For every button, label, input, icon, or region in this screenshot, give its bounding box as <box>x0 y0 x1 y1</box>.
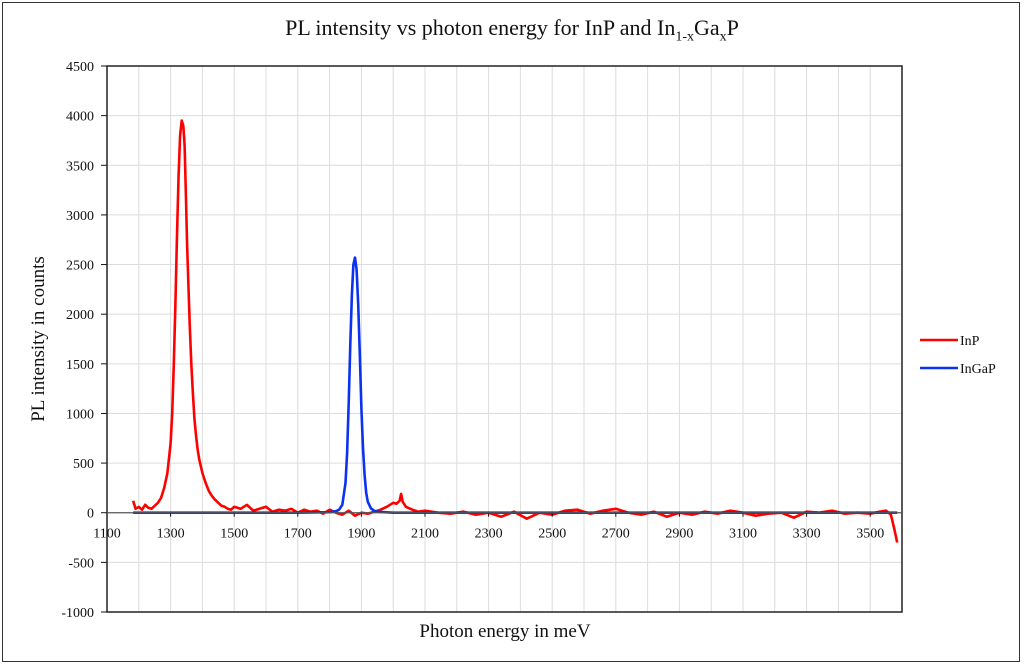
x-tick-label: 3100 <box>729 527 757 542</box>
x-tick-label: 3500 <box>856 527 884 542</box>
y-tick-label: 2000 <box>66 308 94 323</box>
plot-area-border <box>106 65 903 613</box>
y-tick-label: 1500 <box>66 358 94 373</box>
y-tick-label: 2500 <box>66 259 94 274</box>
y-tick-label: 3500 <box>66 159 94 174</box>
legend: InP InGaP <box>920 334 996 377</box>
x-tick-label: 2300 <box>475 527 503 542</box>
axes <box>101 65 903 613</box>
y-tick-label: 4500 <box>66 60 94 75</box>
title-subscript-1: 1-x <box>675 29 695 45</box>
x-tick-label: 2900 <box>665 527 693 542</box>
y-tick-label: 0 <box>87 507 94 522</box>
series-line-ingap <box>133 256 898 515</box>
y-tick-label: 3000 <box>66 209 94 224</box>
y-axis-label: PL intensity in counts <box>28 256 49 422</box>
x-tick-label: 1700 <box>284 527 312 542</box>
title-subscript-2: x <box>719 29 727 45</box>
series-line-inp <box>131 119 899 543</box>
x-axis-label: Photon energy in meV <box>419 621 590 642</box>
legend-label-ingap: InGaP <box>960 362 996 377</box>
x-tick-label: 1100 <box>93 527 120 542</box>
y-tick-label: 500 <box>73 457 94 472</box>
x-tick-label: 1500 <box>220 527 248 542</box>
x-tick-label: 2100 <box>411 527 439 542</box>
title-mid: Ga <box>694 15 720 40</box>
y-tick-label: 4000 <box>66 110 94 125</box>
series-group <box>131 119 899 543</box>
legend-label-inp: InP <box>960 334 980 349</box>
gridlines <box>107 66 902 612</box>
y-tick-label: -500 <box>68 556 94 571</box>
title-end: P <box>726 15 739 40</box>
tick-labels: -1000 -500 0 500 1000 1500 2000 2500 3000 3500 400… <box>61 60 884 621</box>
x-tick-label: 1900 <box>347 527 375 542</box>
x-tick-label: 3300 <box>793 527 821 542</box>
title-main: PL intensity vs photon energy for InP an… <box>285 15 676 40</box>
x-tick-label: 1300 <box>157 527 185 542</box>
y-tick-label: -1000 <box>61 606 94 621</box>
chart-title: PL intensity vs photon energy for InP an… <box>0 15 1024 45</box>
y-tick-label: 1000 <box>66 407 94 422</box>
x-tick-label: 2700 <box>602 527 630 542</box>
x-tick-label: 2500 <box>538 527 566 542</box>
